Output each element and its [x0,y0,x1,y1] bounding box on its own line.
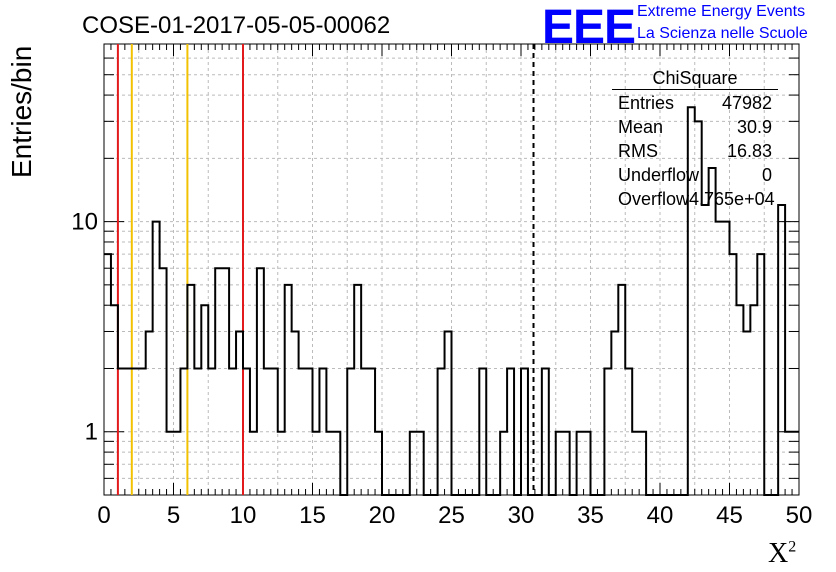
stats-row-mean: Mean 30.9 [612,115,778,139]
eee-logo: EEE [542,1,636,54]
stats-label: Mean [618,117,664,137]
x-tick-label: 20 [369,502,396,529]
stats-value: 4.765e+04 [689,189,775,209]
histogram-series [104,106,799,496]
stats-value: 16.83 [726,141,772,161]
stats-row-entries: Entries 47982 [612,91,778,115]
stats-row-rms: RMS 16.83 [612,139,778,163]
chart-title: COSE-01-2017-05-05-00062 [82,12,391,39]
stats-label: Entries [618,93,675,113]
x-tick-label: 35 [577,502,604,529]
x-tick-label: 0 [97,502,110,529]
stats-value: 0 [761,165,772,185]
x-tick-label: 30 [508,502,535,529]
x-axis-label-base: X [768,538,789,569]
y-axis-label: Entries/bin [6,45,37,178]
stats-label: RMS [618,141,658,161]
logo-line-1: Extreme Energy Events [637,3,806,20]
x-axis-label: X2 [768,538,796,570]
stats-row-overflow: Overflow 4.765e+04 [612,187,778,211]
y-tick-label: 10 [71,209,98,236]
x-tick-label: 10 [230,502,257,529]
x-tick-label: 25 [438,502,465,529]
stats-box: ChiSquare Entries 47982 Mean 30.9 RMS 16.83… [612,68,778,211]
stats-row-underflow: Underflow 0 [612,163,778,187]
x-tick-label: 50 [786,502,813,529]
x-tick-label: 40 [647,502,674,529]
y-tick-label: 1 [85,419,98,446]
stats-value: 30.9 [736,117,772,137]
x-tick-label: 5 [167,502,180,529]
x-tick-label: 15 [299,502,326,529]
stats-label: Underflow [618,165,700,185]
stats-value: 47982 [721,93,772,113]
stats-box-title: ChiSquare [612,68,778,90]
stats-label: Overflow [618,189,690,209]
logo-line-2: La Scienza nelle Scuole [637,25,808,42]
x-tick-label: 45 [716,502,743,529]
x-axis-label-superscript: 2 [788,538,797,556]
